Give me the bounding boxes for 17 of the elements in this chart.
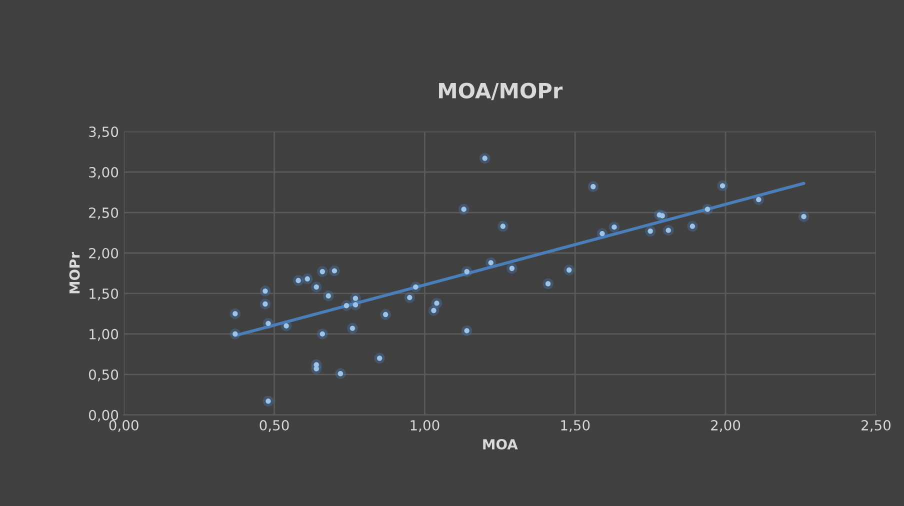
- x-tick-label: 1,00: [410, 420, 440, 432]
- y-tick-label: 1,50: [90, 288, 118, 300]
- y-tick-label: 3,50: [89, 126, 118, 138]
- y-tick-label: 2,50: [89, 207, 118, 220]
- x-tick-label: 1,50: [561, 420, 590, 432]
- y-tick-label: 0,00: [88, 410, 118, 422]
- y-tick-label: 2,00: [89, 248, 118, 260]
- x-tick-label: 0,50: [260, 420, 289, 432]
- y-tick-label: 3,00: [89, 167, 118, 179]
- y-tick-label: 1,00: [90, 328, 118, 341]
- chart-title: MOA/MOPr: [439, 82, 563, 100]
- x-tick-label: 2,00: [711, 420, 740, 432]
- y-axis-title: MOPr: [69, 252, 80, 294]
- x-axis-title: MOA: [483, 439, 518, 450]
- x-tick-label: 0,00: [109, 420, 138, 432]
- x-tick-label: 2,50: [862, 420, 891, 432]
- y-tick-label: 0,50: [88, 369, 118, 382]
